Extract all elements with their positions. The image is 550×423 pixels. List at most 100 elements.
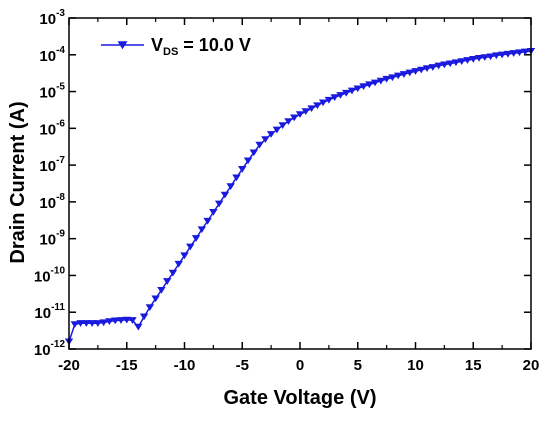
y-tick-label: 10-9 <box>39 229 65 249</box>
data-point <box>324 96 334 104</box>
x-tick-labels: -20 -15 -10 -5 0 5 10 15 20 <box>58 357 539 374</box>
x-tick-label: 10 <box>407 357 424 374</box>
data-point <box>134 323 143 331</box>
data-point <box>145 304 155 312</box>
legend: VDS = 10.0 V <box>101 35 251 58</box>
data-point <box>157 287 166 294</box>
data-point <box>272 126 282 134</box>
data-point <box>87 320 97 327</box>
data-point <box>70 321 79 328</box>
data-point <box>180 252 189 260</box>
y-tick-label: 10-8 <box>39 192 65 212</box>
x-tick-label: 0 <box>296 357 304 374</box>
data-point <box>469 56 478 63</box>
data-point <box>186 243 195 251</box>
data-point <box>197 226 207 234</box>
data-point <box>93 320 103 327</box>
data-point <box>255 141 264 149</box>
data-point <box>290 114 299 122</box>
axis-ticks <box>68 17 532 350</box>
data-point <box>411 68 420 75</box>
data-point <box>486 53 495 61</box>
data-point <box>174 260 183 268</box>
data-point <box>405 69 414 77</box>
y-tick-label: 10-11 <box>34 302 65 322</box>
data-point <box>440 61 449 69</box>
y-tick-label: 10-6 <box>39 118 65 138</box>
y-tick-label: 10-5 <box>39 82 65 102</box>
data-point <box>399 71 409 78</box>
data-point <box>284 118 293 125</box>
y-tick-label: 10-10 <box>34 265 66 285</box>
legend-label-rest: = 10.0 V <box>178 35 251 55</box>
data-point <box>509 50 518 57</box>
data-point <box>480 54 489 61</box>
data-point <box>451 59 461 67</box>
legend-label: VDS = 10.0 V <box>151 35 251 58</box>
data-point <box>249 149 258 157</box>
x-tick-label: -15 <box>116 357 138 374</box>
data-point <box>82 320 91 327</box>
x-tick-label: 20 <box>523 357 540 374</box>
data-point <box>474 54 484 62</box>
data-point <box>492 52 501 60</box>
data-point <box>463 57 472 64</box>
data-point <box>105 318 114 325</box>
x-tick-label: -5 <box>236 357 249 374</box>
data-point <box>168 269 178 277</box>
data-point <box>347 87 357 95</box>
data-point <box>336 92 345 99</box>
data-point <box>226 183 235 191</box>
data-point <box>214 200 224 208</box>
legend-label-main: V <box>151 35 163 55</box>
data-point <box>128 317 137 324</box>
data-point <box>278 122 287 129</box>
x-tick-label: 5 <box>354 357 362 374</box>
y-tick-label: 10-3 <box>39 8 65 28</box>
data-point <box>497 51 507 59</box>
data-point <box>162 278 172 285</box>
data-point <box>457 58 466 65</box>
data-point <box>330 94 339 102</box>
legend-label-sub: DS <box>163 46 178 58</box>
y-tick-label: 10-12 <box>34 339 66 359</box>
data-point <box>382 75 391 83</box>
data-point <box>220 191 230 199</box>
data-point <box>503 50 513 58</box>
data-point <box>417 66 426 74</box>
data-point <box>422 65 432 72</box>
data-point <box>365 81 374 89</box>
x-tick-label: -20 <box>58 357 80 374</box>
data-point <box>151 295 160 303</box>
series-line <box>68 50 532 342</box>
data-point <box>116 317 126 324</box>
data-point <box>521 48 530 56</box>
x-axis-title: Gate Voltage (V) <box>224 387 377 409</box>
data-point <box>203 217 212 225</box>
data-point <box>266 131 276 138</box>
data-point <box>353 85 362 93</box>
y-tick-label: 10-4 <box>39 45 65 65</box>
legend-marker <box>117 41 128 50</box>
data-point <box>359 83 368 90</box>
data-point <box>301 108 310 115</box>
data-point <box>261 136 270 143</box>
data-point <box>428 64 438 71</box>
data-point <box>313 102 322 110</box>
data-point <box>307 105 316 113</box>
x-tick-label: 15 <box>465 357 482 374</box>
data-point <box>318 99 328 107</box>
data-point <box>295 111 305 118</box>
y-tick-label: 10-7 <box>39 155 65 175</box>
data-point <box>376 77 386 85</box>
data-point <box>342 89 351 97</box>
data-point <box>388 74 397 82</box>
data-point <box>515 49 524 57</box>
data-point <box>393 72 403 80</box>
data-point <box>76 320 85 327</box>
data-point <box>111 317 120 325</box>
data-point <box>232 174 241 182</box>
data-point <box>434 62 443 70</box>
x-tick-label: -10 <box>174 357 196 374</box>
